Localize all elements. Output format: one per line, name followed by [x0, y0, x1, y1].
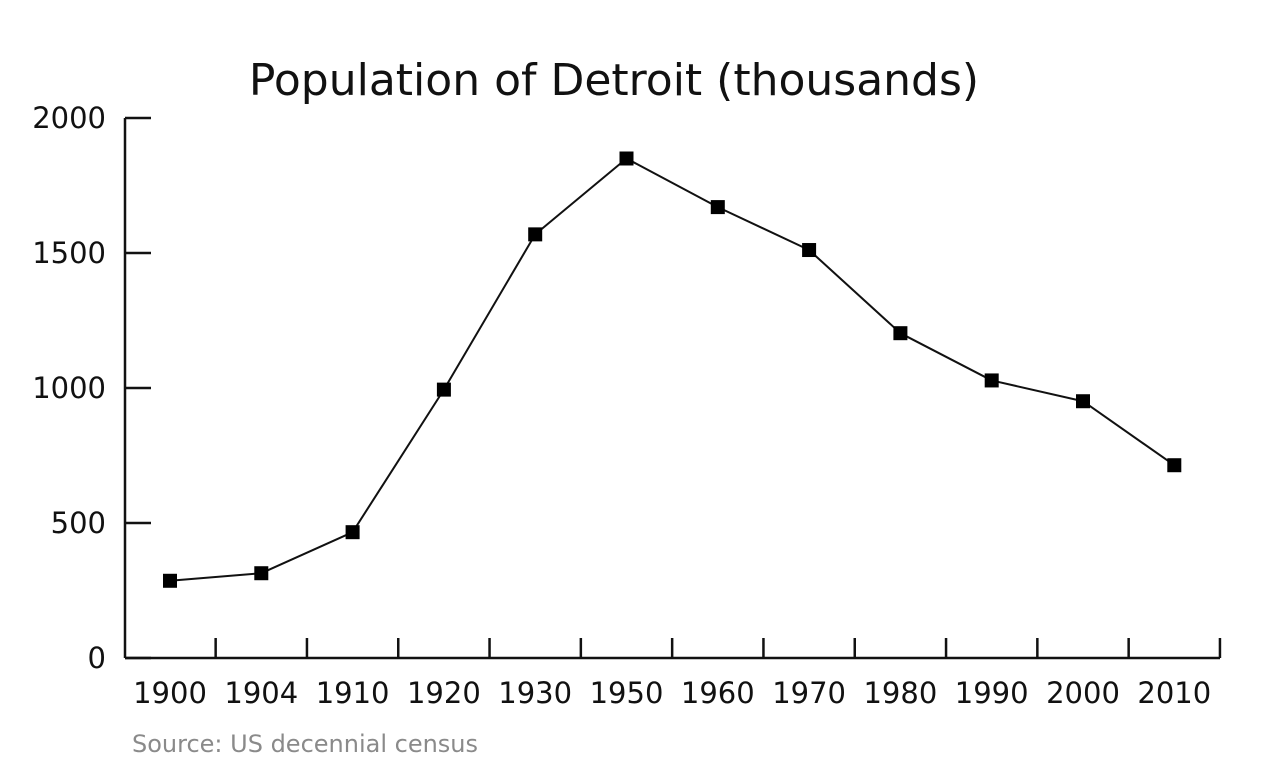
data-point: [345, 525, 360, 540]
series-line: [169, 157, 1175, 582]
data-point: [1167, 458, 1182, 473]
data-point: [1076, 394, 1090, 409]
data-point: [619, 151, 634, 166]
y-tick-label: 1000: [32, 371, 106, 405]
x-tick-label: 1930: [498, 676, 572, 710]
series-line-group: [169, 157, 1175, 582]
data-point: [163, 573, 177, 588]
x-tick-label: 1980: [863, 676, 937, 710]
data-point: [893, 326, 908, 341]
y-tick-label: 1500: [32, 236, 106, 270]
data-point: [436, 382, 451, 397]
source-note: Source: US decennial census: [132, 730, 478, 758]
data-points: [163, 151, 1182, 588]
data-point: [528, 227, 543, 242]
x-tick-label: 1904: [224, 676, 298, 710]
y-tick-label: 0: [88, 641, 106, 675]
x-tick-label: 1960: [681, 676, 755, 710]
x-tick-label: 1920: [407, 676, 481, 710]
x-tick-label: 1900: [133, 676, 207, 710]
y-tick-label: 2000: [32, 101, 106, 135]
y-tick-label: 500: [51, 506, 106, 540]
x-tick-label: 2000: [1046, 676, 1120, 710]
x-tick-label: 2010: [1137, 676, 1211, 710]
data-point: [802, 243, 817, 258]
axes: [123, 118, 1220, 660]
data-point: [710, 200, 725, 215]
y-axis-ticks: 0 500 1000 1500 2000: [32, 101, 151, 675]
data-point: [254, 566, 269, 581]
data-point: [984, 373, 999, 388]
chart-title: Population of Detroit (thousands): [249, 55, 979, 106]
x-tick-label: 1970: [772, 676, 846, 710]
x-tick-label: 1910: [316, 676, 390, 710]
x-axis-ticks: 1900 1904 1910 1920 1930 1950 1960 1970 1980 1990…: [133, 638, 1222, 710]
x-tick-label: 1950: [590, 676, 664, 710]
x-tick-label: 1990: [955, 676, 1029, 710]
